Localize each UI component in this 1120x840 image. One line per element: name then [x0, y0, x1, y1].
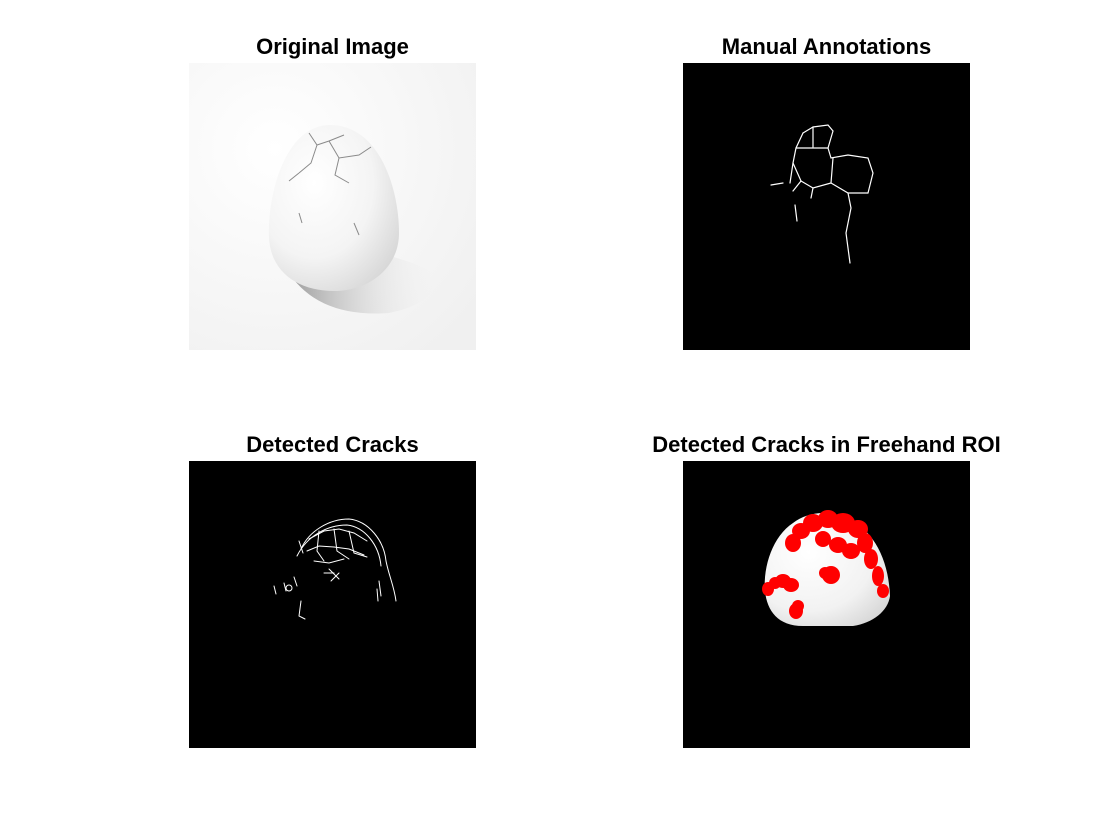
panel-detected-cracks-roi: Detected Cracks in Freehand ROI	[652, 428, 1001, 748]
panel-title: Manual Annotations	[721, 34, 932, 59]
annotation-mask-image	[683, 63, 970, 350]
detected-cracks-image	[189, 461, 476, 748]
panel-title: Detected Cracks in Freehand ROI	[652, 432, 1001, 457]
panel-title: Original Image	[256, 34, 409, 59]
panel-original-image: Original Image	[189, 30, 476, 350]
panel-title: Detected Cracks	[246, 432, 419, 457]
roi-overlay-image	[683, 461, 970, 748]
panel-manual-annotations: Manual Annotations	[683, 30, 970, 350]
original-egg-image	[189, 63, 476, 350]
panel-detected-cracks: Detected Cracks	[189, 428, 476, 748]
